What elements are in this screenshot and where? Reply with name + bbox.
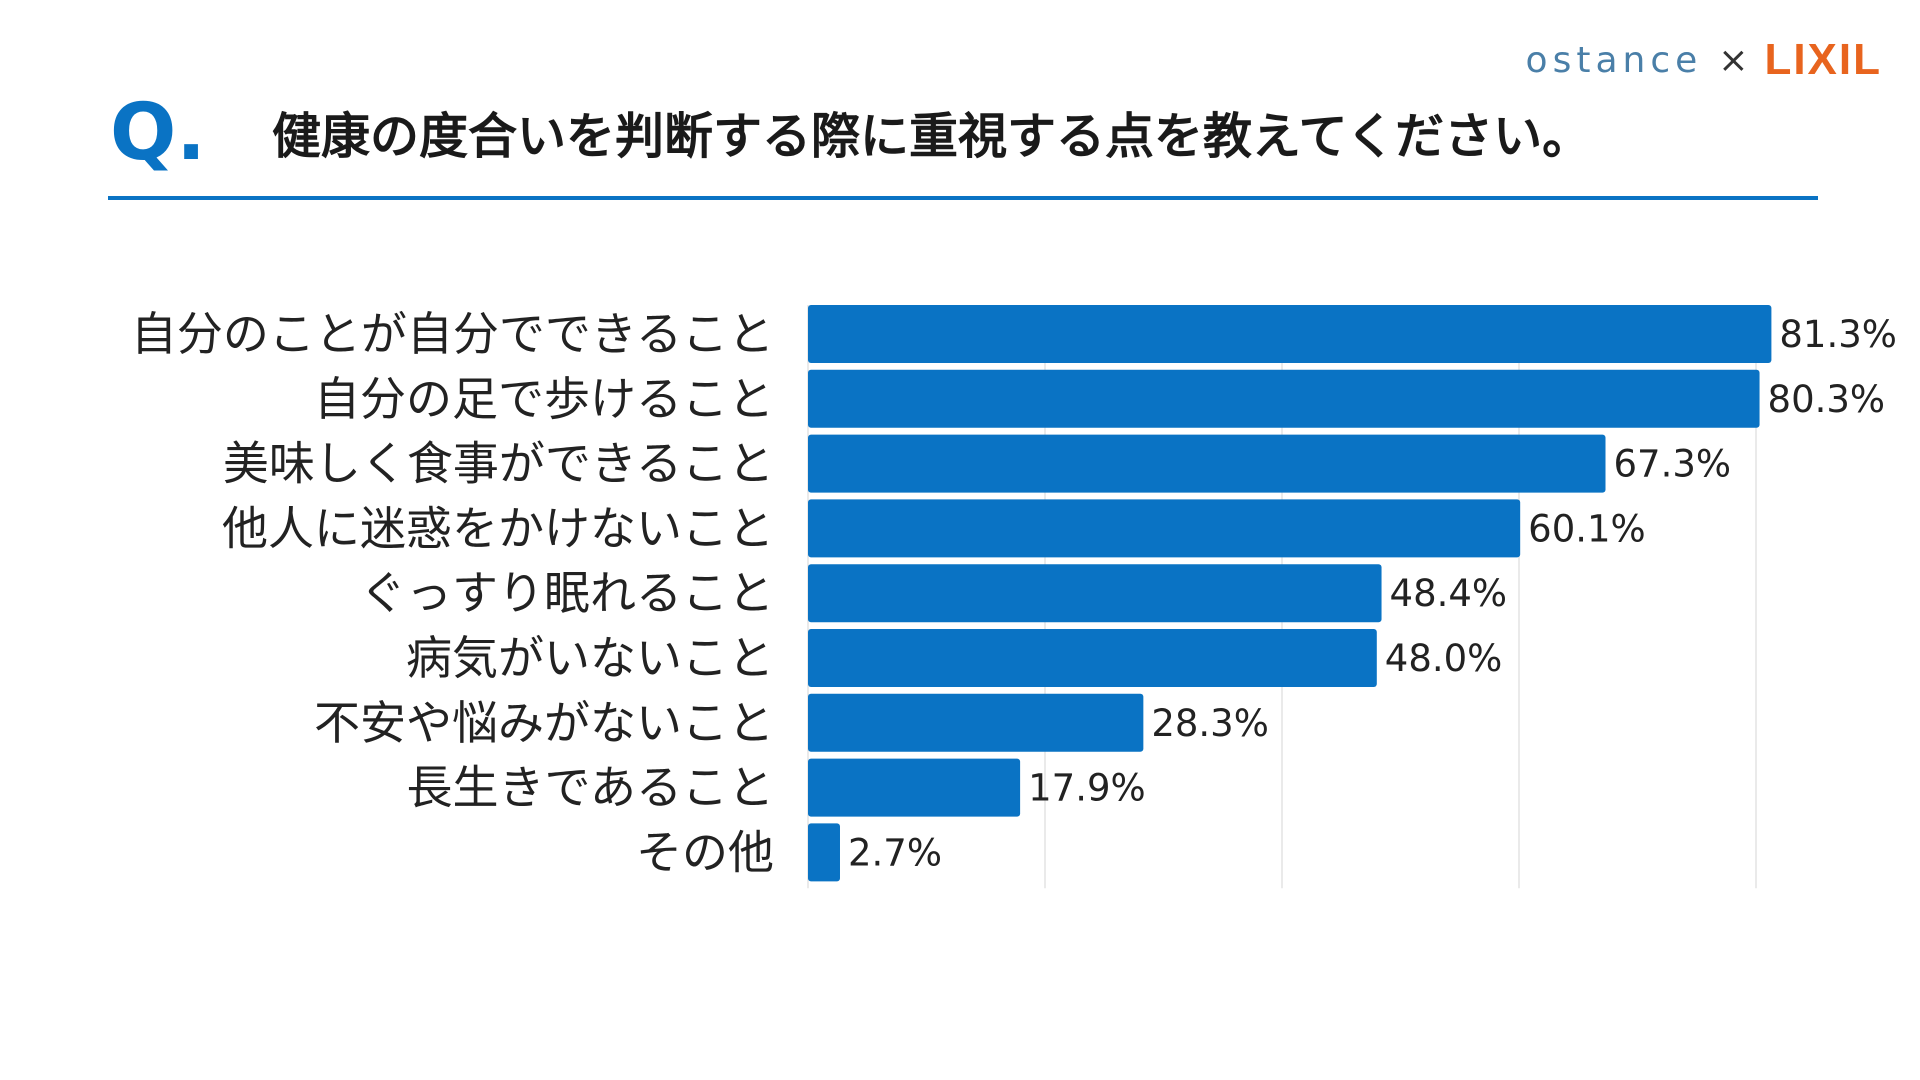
value-label: 81.3% [1779,313,1897,356]
category-label: 自分のことが自分でできること [131,307,774,361]
category-label: その他 [636,825,774,879]
bar [808,693,1144,752]
category-labels: 自分のことが自分でできること自分の足で歩けること美味しく食事ができること他人に迷… [131,307,774,879]
bar [808,499,1521,558]
category-label: ぐっすり眠れること [360,566,774,620]
ostance-logo: ostance [1525,39,1703,81]
value-label: 17.9% [1028,767,1146,810]
bar [808,629,1377,687]
question-mark-label: Q. [110,88,206,178]
bar [808,823,840,882]
collab-separator: × [1718,39,1749,81]
value-label: 28.3% [1151,702,1269,745]
category-label: 長生きであること [406,761,774,815]
category-label: 他人に迷惑をかけないこと [222,501,774,555]
category-label: 美味しく食事ができること [223,437,774,491]
question-title: 健康の度合いを判断する際に重視する点を教えてください。 [272,108,1592,165]
value-labels: 81.3% 80.3% 67.3% 60.1% 48.4% 48.0% 28.3%17.9%… [848,313,1897,874]
bar [808,305,1772,363]
value-label: 60.1% [1528,507,1646,550]
value-label: 80.3% [1768,378,1886,421]
brand-logos: ostance × LIXIL [1525,35,1882,84]
value-label: 2.7% [848,831,942,874]
bar [808,564,1382,623]
category-label: 病気がいないこと [406,631,774,685]
bar [808,758,1021,817]
category-label: 自分の足で歩けること [314,372,774,426]
value-label: 48.4% [1390,572,1508,615]
title-divider [108,196,1818,200]
lixil-logo: LIXIL [1764,35,1882,84]
value-label: 48.0% [1385,637,1503,680]
value-label: 67.3% [1614,443,1732,486]
category-label: 不安や悩みがないこと [314,696,774,750]
bar [808,369,1760,428]
bar [808,434,1606,493]
bars [808,305,1772,882]
